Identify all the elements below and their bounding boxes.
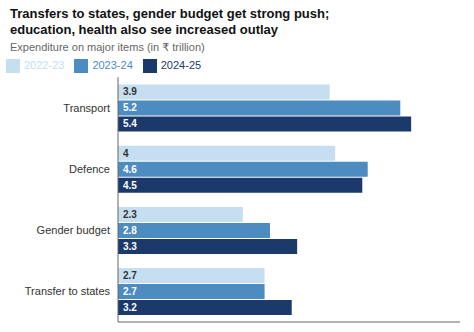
svg-text:Defence: Defence [69, 163, 110, 175]
svg-text:4.6: 4.6 [123, 164, 137, 175]
svg-text:3.2: 3.2 [123, 302, 137, 313]
svg-text:Transfer to states: Transfer to states [25, 285, 111, 297]
svg-text:2.7: 2.7 [123, 286, 137, 297]
svg-text:4: 4 [123, 148, 129, 159]
svg-text:5.4: 5.4 [123, 118, 137, 129]
html-text:Expenditure on major items (in: Expenditure on major items (in ₹ trillio… [10, 41, 205, 53]
svg-text:4.5: 4.5 [123, 180, 137, 191]
svg-text:3.3: 3.3 [123, 241, 137, 252]
svg-text:2.3: 2.3 [123, 209, 137, 220]
html-text:2024-25: 2024-25 [160, 59, 202, 71]
svg-text:2.8: 2.8 [123, 225, 137, 236]
svg-text:3.9: 3.9 [123, 86, 137, 97]
html-text:education, health also see inc: education, health also see increased out… [10, 22, 278, 37]
html-text:2023-24: 2023-24 [92, 59, 133, 71]
html-text:Transfers to states, gender bu: Transfers to states, gender budget get s… [10, 6, 330, 21]
svg-text:Transport: Transport [63, 102, 110, 114]
svg-text:5.2: 5.2 [123, 102, 137, 113]
html-text:2022-23: 2022-23 [24, 59, 65, 71]
svg-text:2.7: 2.7 [123, 270, 137, 281]
svg-text:Gender budget: Gender budget [37, 224, 110, 236]
